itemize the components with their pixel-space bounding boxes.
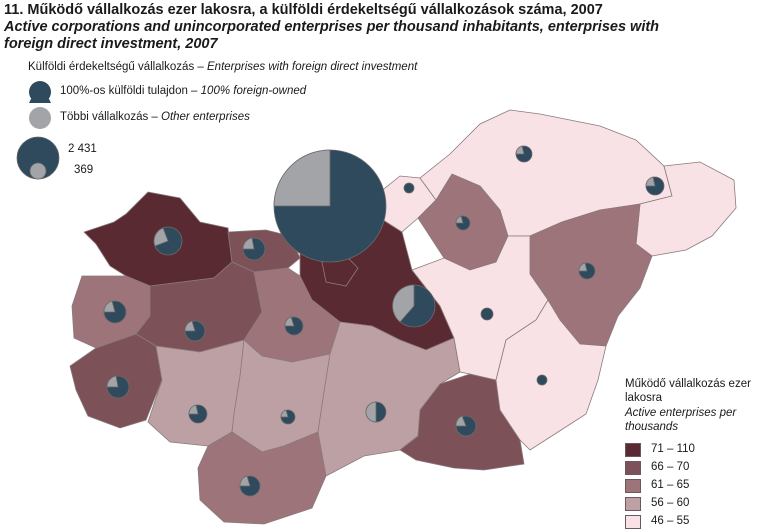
pie-csongrad [455, 415, 477, 437]
scale-title-hu-1: Működő vállalkozás ezer [625, 378, 751, 390]
pie-szolnok [480, 307, 494, 321]
pie-bekes [536, 374, 548, 386]
pie-fejer [284, 316, 304, 336]
county-bekes [495, 299, 607, 451]
scale-label-5: 46 – 55 [651, 515, 690, 527]
scale-swatch-3 [625, 479, 641, 493]
scale-swatch-2 [625, 461, 641, 475]
pie-tolna [280, 409, 296, 425]
legend-foreign-symbol [29, 81, 51, 103]
pie-baranya [239, 475, 261, 497]
pie-veszprem [184, 320, 206, 342]
scale-label-3: 61 – 65 [651, 479, 690, 491]
pie-pest [392, 284, 436, 328]
pie-szabolcs [645, 176, 665, 196]
scale-title-en-2: thousands [625, 421, 679, 433]
legend-other-symbol [29, 107, 51, 129]
pie-gyor [153, 226, 183, 256]
pie-heves [455, 215, 471, 231]
size-legend-min: 369 [74, 164, 94, 176]
county-somogy [147, 339, 245, 447]
symbol-legend-other: Többi vállalkozás – Other enterprises [60, 111, 250, 123]
size-legend-max: 2 431 [68, 143, 97, 155]
page-title: 11. Működő vállalkozás ezer lakosra, a k… [4, 2, 603, 18]
scale-label-1: 71 – 110 [651, 443, 695, 455]
scale-swatch-4 [625, 497, 641, 511]
page-subtitle-line1: Active corporations and unincorporated e… [4, 19, 660, 35]
scale-label-4: 56 – 60 [651, 497, 690, 509]
pie-bacs [365, 401, 387, 423]
legend-size-symbol [16, 136, 60, 180]
pie-hajdu [578, 262, 596, 280]
county-szabolcs [635, 161, 737, 257]
scale-swatch-5 [625, 515, 641, 529]
symbol-legend-foreign: 100%-os külföldi tulajdon – 100% foreign… [60, 85, 307, 97]
symbol-legend-heading: Külföldi érdekeltségű vállalkozás – Ente… [28, 61, 418, 73]
county-baranya [197, 431, 327, 525]
scale-swatch-1 [625, 443, 641, 457]
scale-title-en-1: Active enterprises per [625, 407, 737, 419]
pie-somogy [188, 404, 208, 424]
pie-komarom [242, 237, 266, 261]
page-subtitle-line2: foreign direct investment, 2007 [4, 36, 218, 52]
pie-nograd [403, 182, 415, 194]
pie-borsod [515, 145, 533, 163]
pie-vas [103, 300, 127, 324]
pie-budapest [273, 149, 387, 263]
pie-zala [106, 375, 130, 399]
scale-title-hu-2: lakosra [625, 392, 663, 404]
scale-label-2: 66 – 70 [651, 461, 690, 473]
